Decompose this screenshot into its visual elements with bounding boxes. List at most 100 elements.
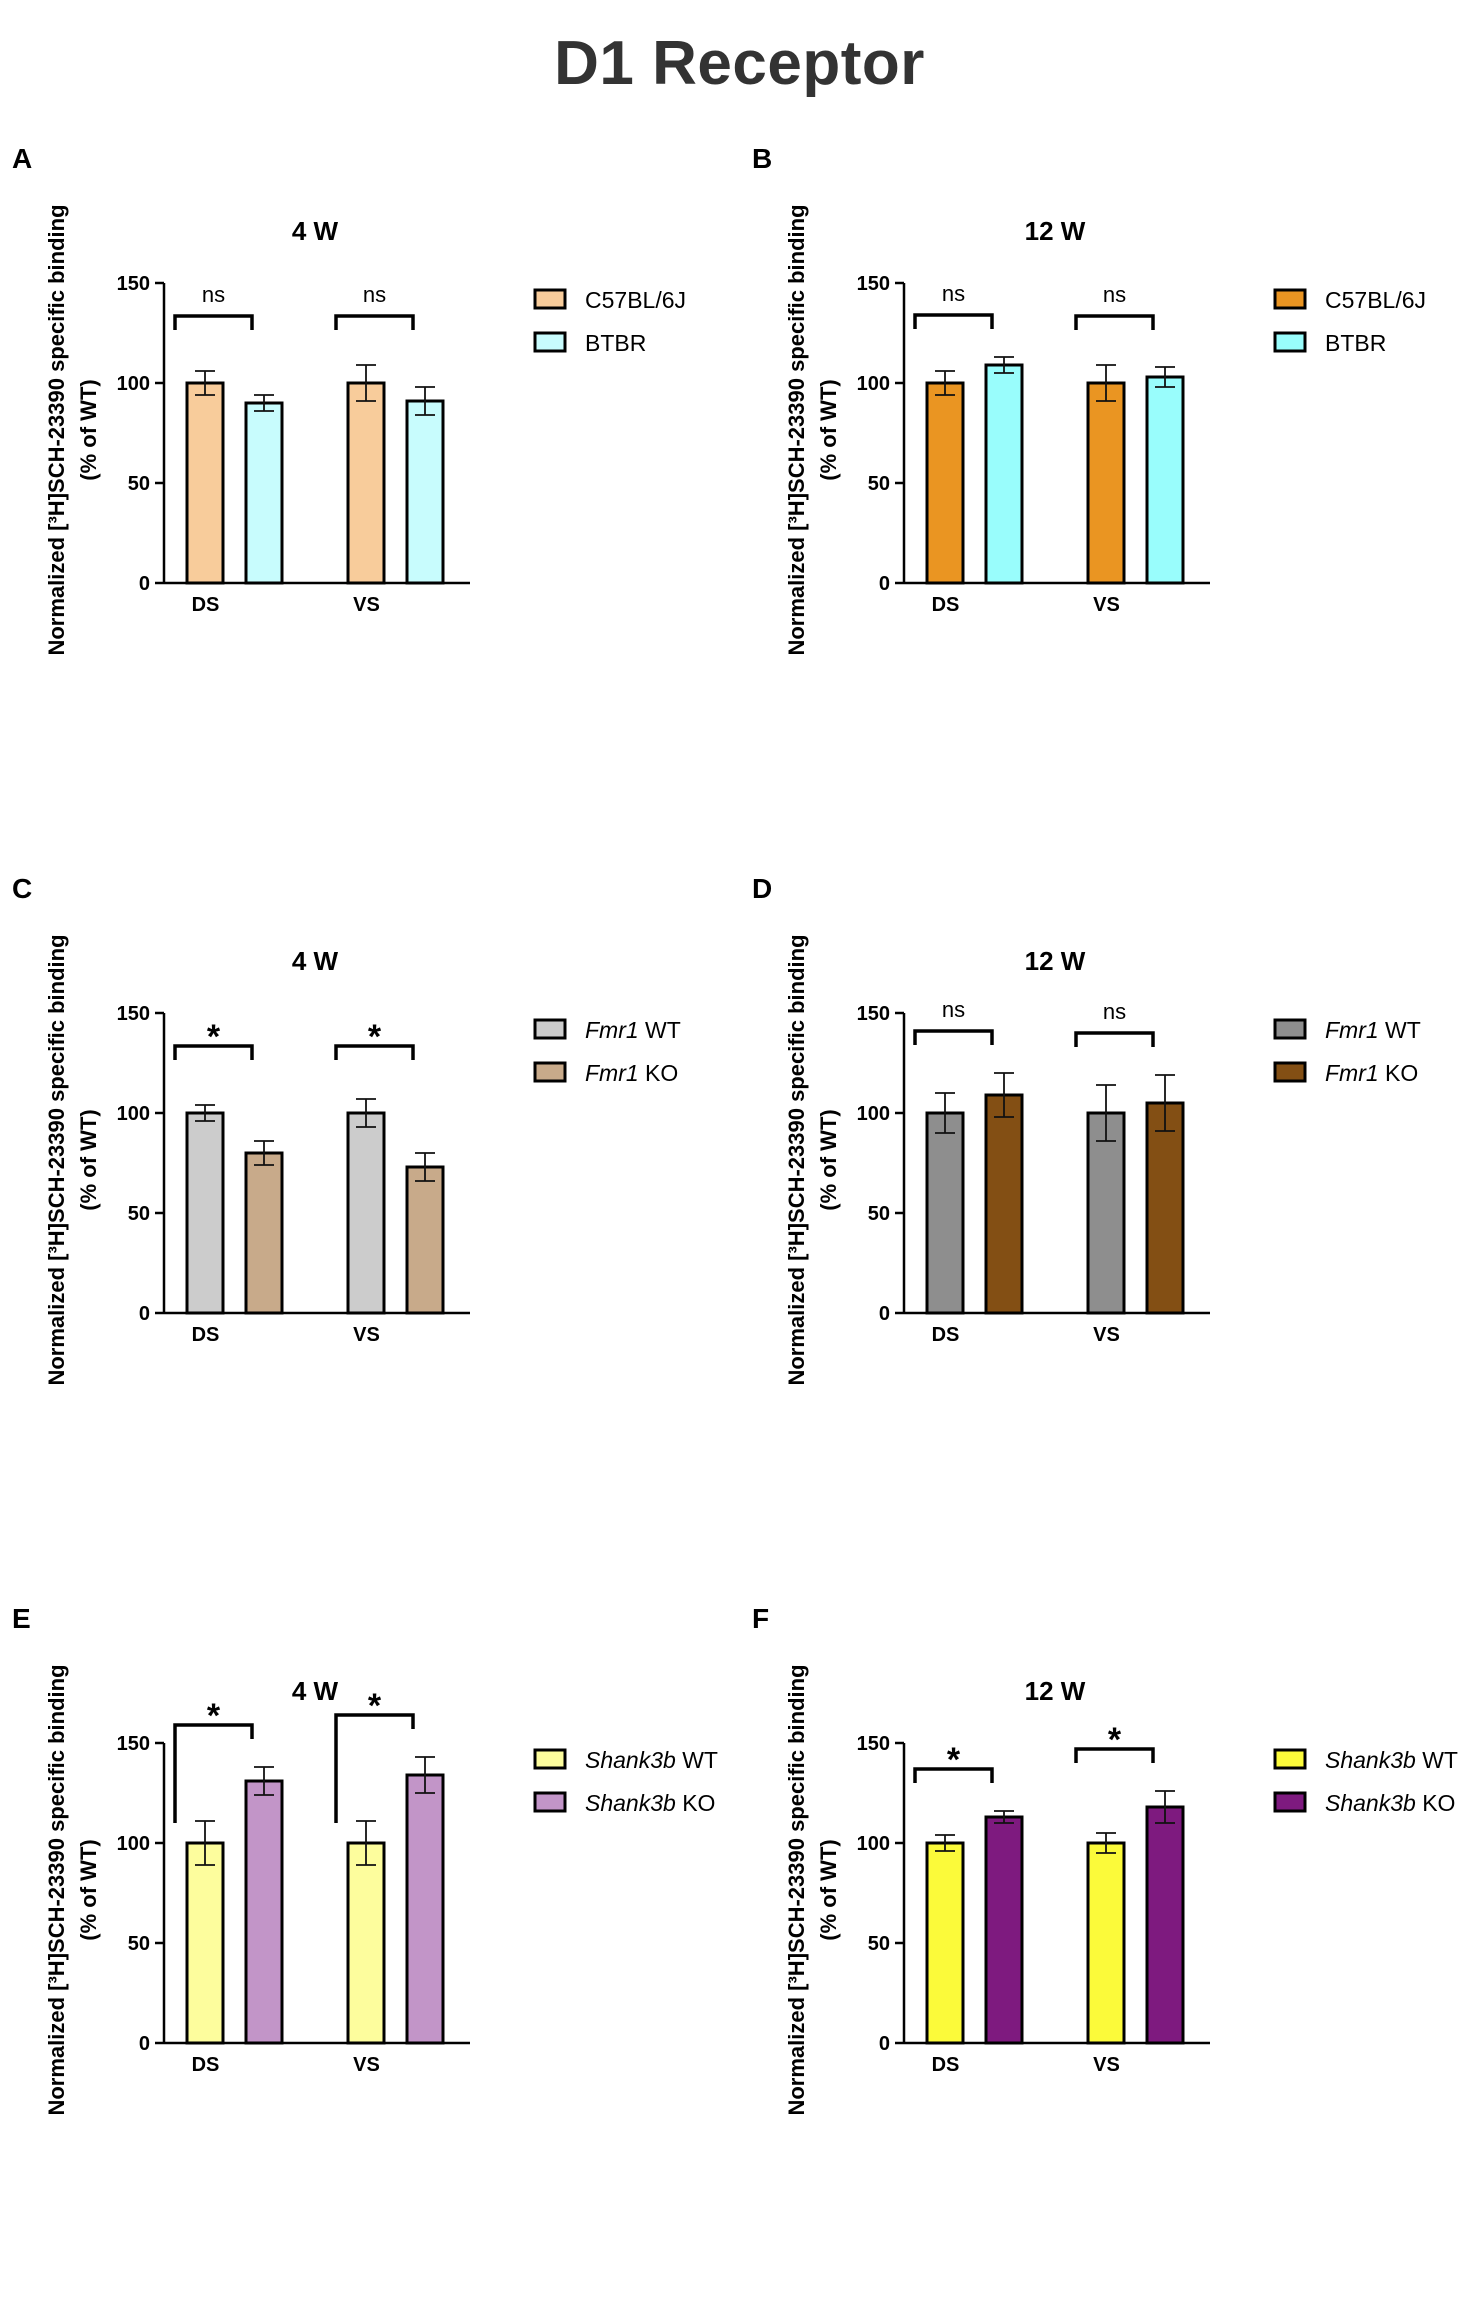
y-tick-label: 50 — [128, 1933, 150, 1955]
x-category-label: DS — [932, 2054, 960, 2076]
chart-e: E 4 W Normalized [³H]SCH-23390 specific bi… — [12, 1603, 718, 2116]
legend-swatch — [533, 1061, 567, 1083]
panel-f: F 12 W Normalized [³H]SCH-23390 specific b… — [740, 1600, 1479, 2300]
legend-genotype: KO — [1416, 1790, 1456, 1816]
y-axis-title-line2: (% of WT) — [816, 379, 841, 480]
legend-swatch — [1273, 1791, 1307, 1813]
bar-ds-ko — [984, 1815, 1024, 2045]
significance-bracket — [913, 1767, 994, 1783]
figure-title: D1 Receptor — [554, 29, 925, 98]
panel-letter: B — [752, 143, 772, 174]
panel-letter: E — [12, 1603, 31, 1634]
legend-swatch — [1273, 331, 1307, 353]
legend-label: BTBR — [1325, 330, 1386, 356]
legend-swatch — [533, 1791, 567, 1813]
y-tick-label: 0 — [879, 2033, 890, 2055]
panel-letter: A — [12, 143, 32, 174]
chart-title: 4 W — [292, 946, 339, 976]
x-category-label: VS — [1093, 594, 1120, 616]
panel-letter: C — [12, 873, 32, 904]
significance-bracket — [1074, 314, 1155, 330]
chart-c: C 4 W Normalized [³H]SCH-23390 specific bi… — [12, 873, 681, 1386]
bar-ds-wt — [185, 1111, 225, 1315]
bar-vs-ko — [405, 1773, 445, 2045]
panel-c: C 4 W Normalized [³H]SCH-23390 specific bi… — [0, 870, 740, 1570]
x-category-label: DS — [192, 2054, 220, 2076]
x-category-label: VS — [353, 1324, 380, 1346]
y-axis-title: Normalized [³H]SCH-23390 specific bindin… — [44, 204, 101, 655]
significance-bracket — [334, 314, 415, 330]
legend-swatch — [1273, 1748, 1307, 1770]
y-axis-title-line1: Normalized [³H]SCH-23390 specific bindin… — [784, 1664, 809, 2115]
y-tick-label: 150 — [117, 1733, 150, 1755]
y-tick-label: 50 — [128, 1203, 150, 1225]
significance-bracket — [1074, 1031, 1155, 1047]
significance-bracket — [173, 314, 254, 330]
bar-ds-ko — [984, 363, 1024, 585]
x-category-label: DS — [192, 594, 220, 616]
legend-gene: Fmr1 — [585, 1017, 639, 1043]
y-tick-label: 150 — [857, 1733, 890, 1755]
chart-title: 12 W — [1025, 216, 1086, 246]
bar-ds-ko — [244, 1779, 284, 2045]
chart-b: B 12 W Normalized [³H]SCH-23390 specific b… — [752, 143, 1426, 656]
x-category-label: DS — [932, 1324, 960, 1346]
significance-bracket — [913, 1029, 994, 1045]
y-axis-title-line2: (% of WT) — [816, 1839, 841, 1940]
panel-d: D 12 W Normalized [³H]SCH-23390 specific b… — [740, 870, 1479, 1570]
legend-label: Shank3b KO — [1325, 1790, 1455, 1816]
significance-label: ns — [202, 282, 225, 307]
legend-genotype: WT — [1379, 1017, 1421, 1043]
legend-swatch — [1273, 1018, 1307, 1040]
y-tick-label: 150 — [117, 273, 150, 295]
legend-label: C57BL/6J — [585, 287, 686, 313]
legend-genotype: KO — [676, 1790, 716, 1816]
significance-label: ns — [1103, 999, 1126, 1024]
bar-vs-wt — [346, 1841, 386, 2045]
legend-genotype: KO — [639, 1060, 679, 1086]
panel-letter: F — [752, 1603, 769, 1634]
y-tick-label: 100 — [857, 1833, 890, 1855]
panel-e: E 4 W Normalized [³H]SCH-23390 specific bi… — [0, 1600, 740, 2300]
y-tick-label: 50 — [868, 1933, 890, 1955]
x-category-label: VS — [1093, 1324, 1120, 1346]
x-category-label: DS — [932, 594, 960, 616]
y-tick-label: 50 — [868, 473, 890, 495]
legend-genotype: WT — [639, 1017, 681, 1043]
x-category-label: VS — [353, 2054, 380, 2076]
panel-b: B 12 W Normalized [³H]SCH-23390 specific b… — [740, 140, 1479, 840]
bar-ds-ko — [984, 1093, 1024, 1315]
legend-gene: Shank3b — [1325, 1790, 1416, 1816]
y-axis-title-line2: (% of WT) — [76, 1109, 101, 1210]
x-category-label: VS — [353, 594, 380, 616]
bar-ds-ko — [244, 1151, 284, 1315]
bar-vs-wt — [1086, 1111, 1126, 1315]
significance-bracket — [1074, 1747, 1155, 1763]
y-axis-title-line1: Normalized [³H]SCH-23390 specific bindin… — [784, 934, 809, 1385]
y-tick-label: 0 — [139, 573, 150, 595]
y-tick-label: 0 — [879, 573, 890, 595]
chart-a: A 4 W Normalized [³H]SCH-23390 specific bi… — [12, 143, 686, 656]
legend-genotype: KO — [1379, 1060, 1419, 1086]
y-tick-label: 50 — [868, 1203, 890, 1225]
y-axis-title: Normalized [³H]SCH-23390 specific bindin… — [784, 934, 841, 1385]
bar-vs-wt — [1086, 1841, 1126, 2045]
legend-genotype: WT — [1416, 1747, 1458, 1773]
bar-ds-wt — [185, 1841, 225, 2045]
legend-gene: Shank3b — [1325, 1747, 1416, 1773]
bar-ds-wt — [925, 381, 965, 585]
chart-d: D 12 W Normalized [³H]SCH-23390 specific b… — [752, 873, 1421, 1386]
significance-label: ns — [363, 282, 386, 307]
y-axis-title-line2: (% of WT) — [816, 1109, 841, 1210]
bar-ds-wt — [925, 1841, 965, 2045]
significance-label: ns — [942, 281, 965, 306]
y-axis-title-line1: Normalized [³H]SCH-23390 specific bindin… — [44, 1664, 69, 2115]
legend-label: Shank3b WT — [585, 1747, 718, 1773]
y-tick-label: 0 — [139, 2033, 150, 2055]
significance-label: * — [368, 1687, 382, 1725]
y-tick-label: 150 — [117, 1003, 150, 1025]
legend-label: Fmr1 WT — [1325, 1017, 1421, 1043]
legend-swatch — [533, 331, 567, 353]
y-tick-label: 50 — [128, 473, 150, 495]
legend-label: Fmr1 WT — [585, 1017, 681, 1043]
